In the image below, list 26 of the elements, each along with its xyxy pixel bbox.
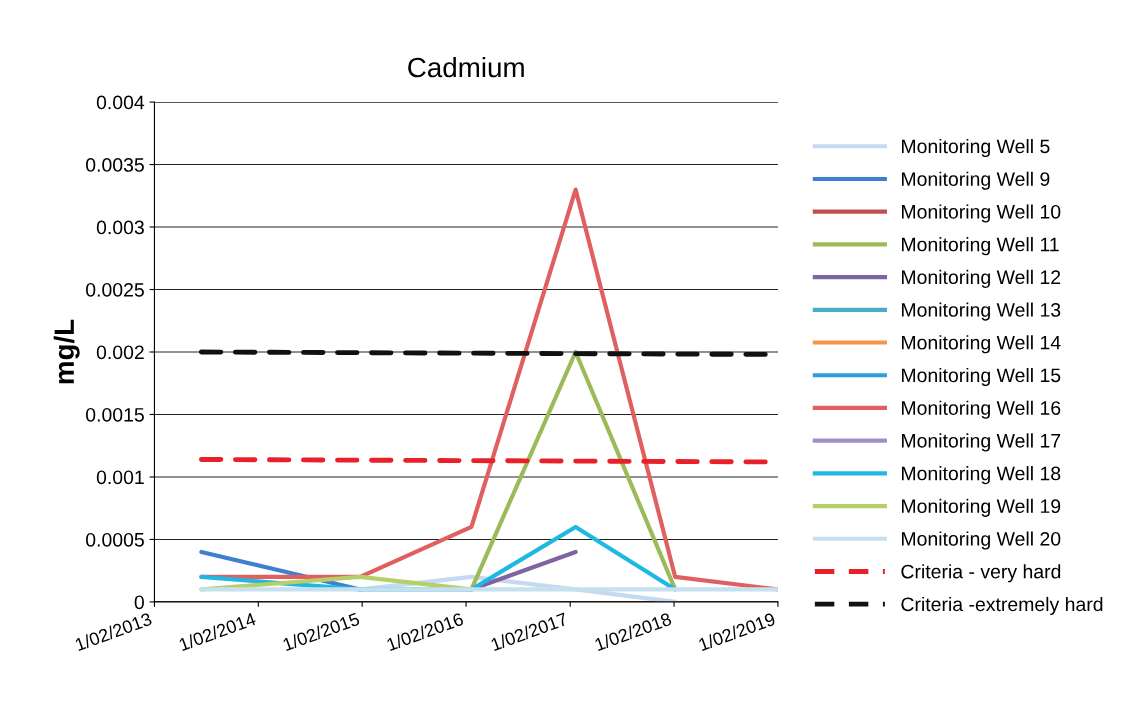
legend-label: Monitoring Well 18 [902, 466, 1061, 485]
y-tick-label: 0.0025 [86, 282, 144, 297]
y-tick-label: 0.001 [96, 470, 144, 485]
legend-label: Monitoring Well 20 [902, 531, 1061, 550]
legend-label: Monitoring Well 12 [902, 269, 1061, 288]
y-tick-label: 0.0035 [86, 158, 144, 172]
y-tick-label: 0.002 [96, 345, 144, 360]
legend-label: Monitoring Well 17 [902, 433, 1061, 452]
legend-label: Monitoring Well 10 [902, 204, 1061, 223]
chart-title: Cadmium [408, 56, 524, 78]
legend-label: Monitoring Well 14 [902, 335, 1061, 354]
legend-label: Monitoring Well 19 [902, 498, 1061, 517]
legend-label: Monitoring Well 9 [902, 171, 1050, 190]
y-tick-label: 0.0005 [86, 532, 144, 547]
y-tick-label: 0 [134, 595, 144, 610]
y-tick-label: 0.004 [96, 95, 145, 110]
y-axis-title: mg/L [53, 319, 80, 384]
legend-label: Monitoring Well 16 [902, 400, 1061, 419]
legend-label: Monitoring Well 5 [902, 138, 1050, 158]
legend-label: Monitoring Well 13 [902, 302, 1061, 321]
y-tick-label: 0.0015 [86, 407, 144, 422]
y-tick-label: 0.003 [96, 220, 144, 235]
legend-label: Monitoring Well 15 [902, 367, 1061, 387]
legend-label: Criteria -extremely hard [901, 596, 1103, 616]
legend-label: Monitoring Well 11 [902, 237, 1059, 256]
legend-label: Criteria - very hard [901, 564, 1061, 583]
